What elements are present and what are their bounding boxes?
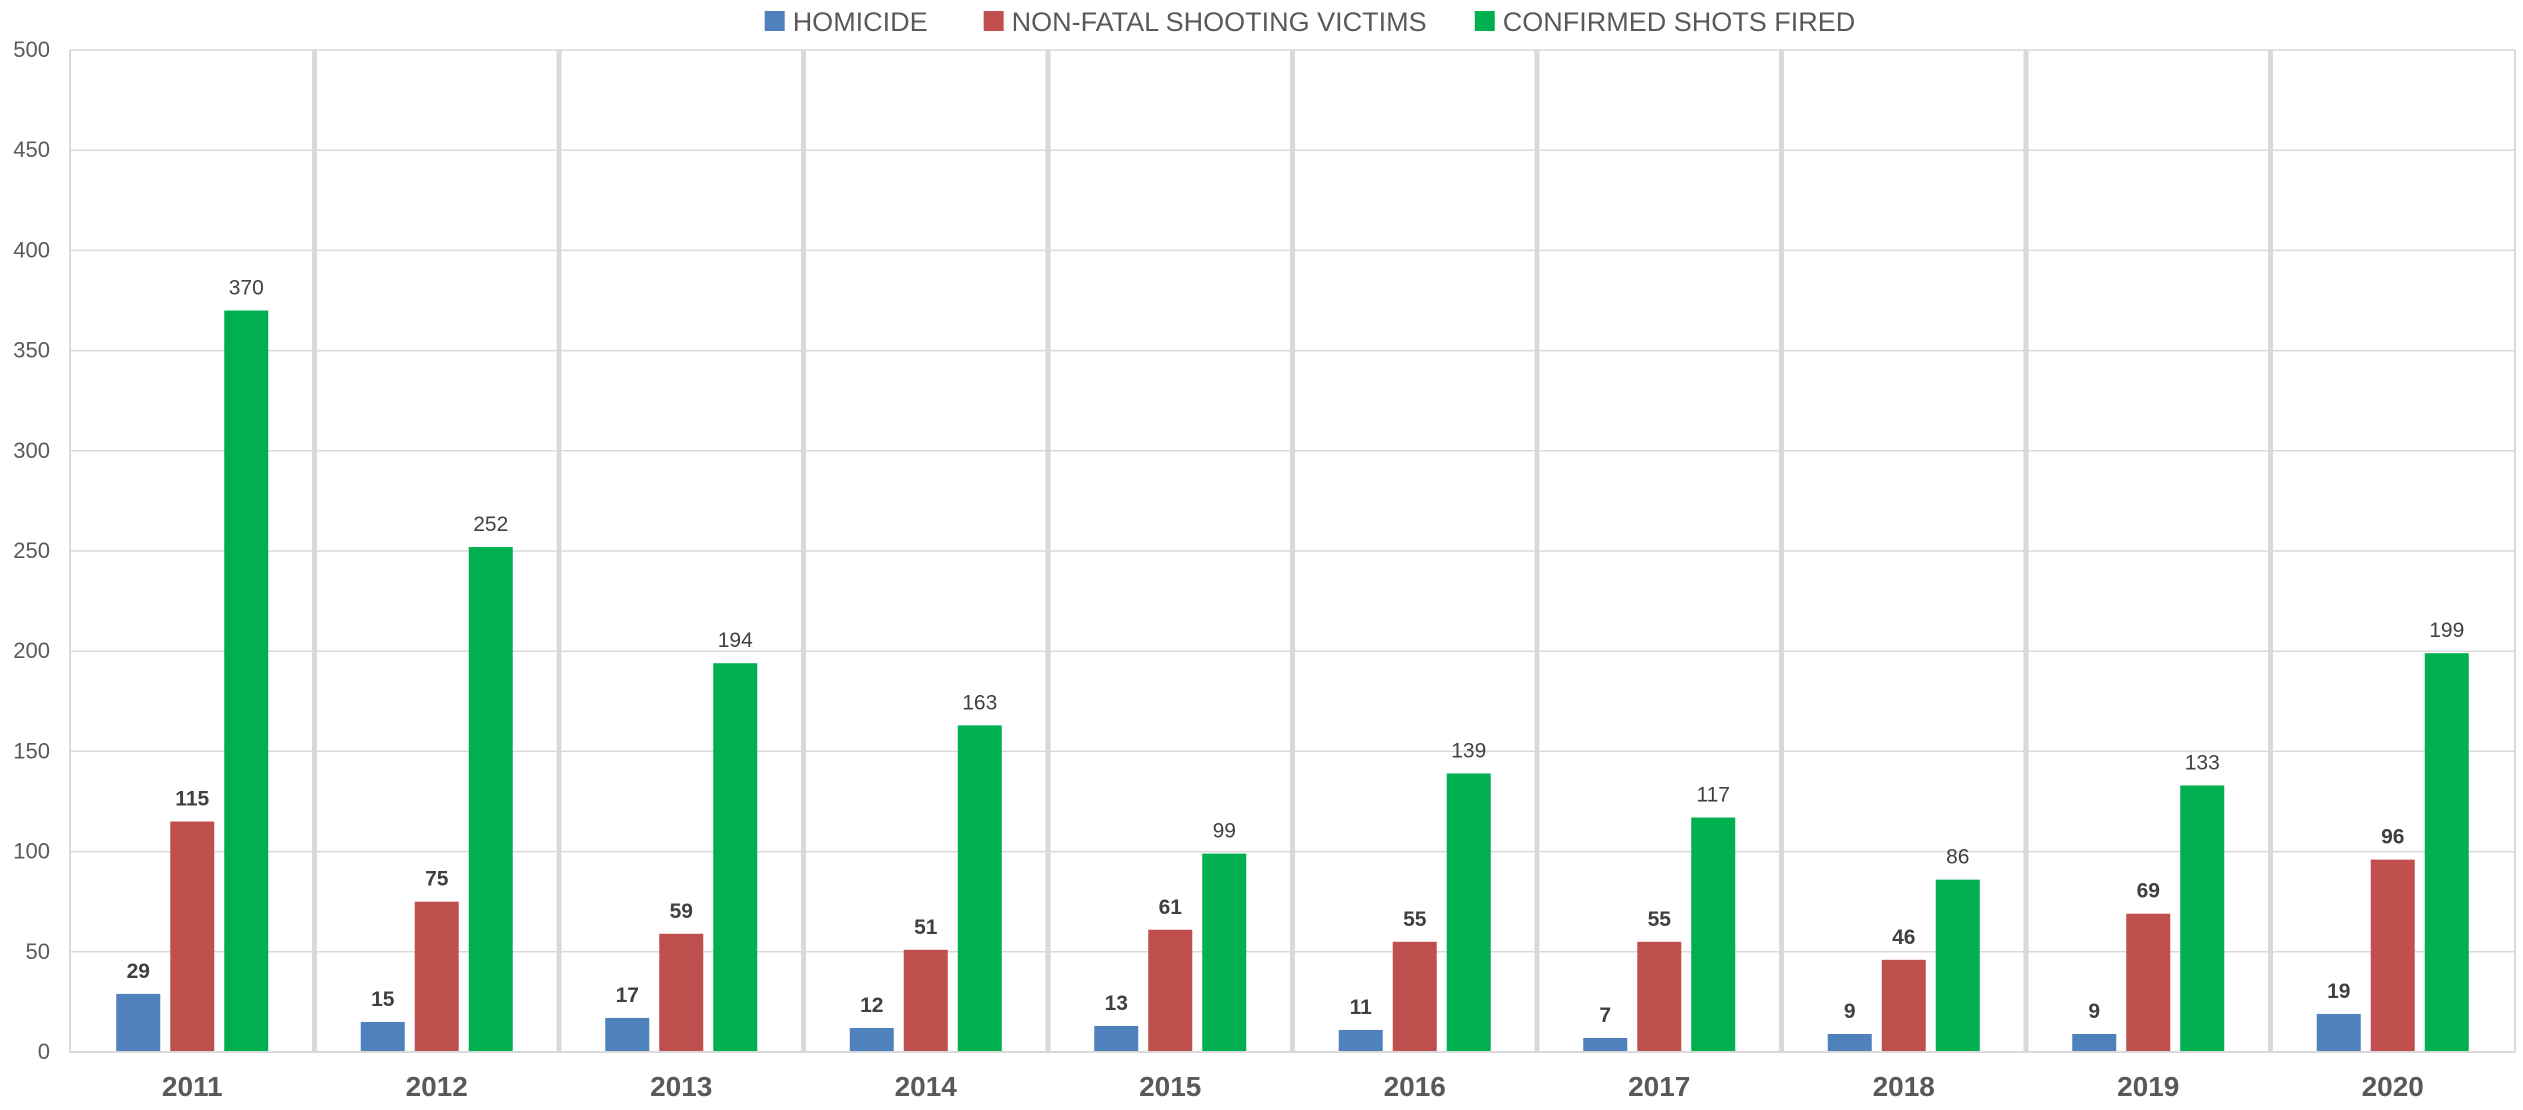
- bar-value-label: 17: [616, 984, 639, 1007]
- x-category-label: 2017: [1628, 1071, 1690, 1102]
- bar-value-label: 252: [473, 513, 508, 536]
- bar-value-label: 7: [1599, 1004, 1611, 1027]
- bar-value-label: 11: [1350, 996, 1373, 1019]
- bar-confirmed-shots-fired: [2180, 785, 2225, 1052]
- bar-homicide: [2072, 1033, 2117, 1052]
- y-tick-label: 400: [13, 237, 50, 262]
- bar-value-label: 9: [2088, 1000, 2100, 1023]
- y-tick-label: 300: [13, 438, 50, 463]
- bar-homicide: [1583, 1037, 1628, 1052]
- bar-value-label: 194: [718, 629, 753, 652]
- legend-swatch: [1474, 11, 1495, 31]
- x-category-label: 2016: [1384, 1071, 1446, 1102]
- axis-layer: 0 50 100 150 200 250 300 350 400 450 500 2011 2012 20…: [13, 37, 2515, 1102]
- bar-value-label: 139: [1451, 739, 1486, 762]
- y-tick-label: 250: [13, 538, 50, 563]
- x-category-label: 2015: [1139, 1071, 1201, 1102]
- legend-label: NON-FATAL SHOOTING VICTIMS: [1012, 7, 1427, 37]
- bar-homicide: [1094, 1025, 1139, 1052]
- legend-swatch: [983, 11, 1004, 31]
- bar-value-label: 29: [127, 960, 150, 983]
- bar-non-fatal-shooting-victims: [1148, 929, 1193, 1052]
- bar-value-label: 55: [1403, 908, 1427, 931]
- bar-non-fatal-shooting-victims: [2126, 913, 2171, 1052]
- legend-swatch: [764, 11, 785, 31]
- bar-value-label: 61: [1159, 896, 1183, 919]
- legend-label: HOMICIDE: [793, 7, 928, 37]
- bar-confirmed-shots-fired: [2424, 653, 2469, 1052]
- bar-confirmed-shots-fired: [1935, 879, 1980, 1052]
- bar-non-fatal-shooting-victims: [1392, 941, 1437, 1052]
- bar-non-fatal-shooting-victims: [414, 901, 459, 1052]
- bar-homicide: [360, 1021, 405, 1052]
- bar-homicide: [116, 993, 161, 1052]
- y-tick-label: 0: [38, 1039, 50, 1064]
- bar-value-label: 19: [2327, 980, 2350, 1003]
- bar-value-label: 117: [1697, 784, 1730, 807]
- y-tick-label: 100: [13, 839, 50, 864]
- bar-value-label: 99: [1213, 820, 1236, 843]
- bar-value-label: 46: [1892, 926, 1915, 949]
- x-category-label: 2020: [2362, 1071, 2424, 1102]
- bar-non-fatal-shooting-victims: [903, 949, 948, 1052]
- legend-label: CONFIRMED SHOTS FIRED: [1503, 7, 1856, 37]
- bar-value-label: 69: [2137, 880, 2160, 903]
- bar-homicide: [1827, 1033, 1872, 1052]
- bar-value-label: 55: [1648, 908, 1672, 931]
- bar-value-label: 86: [1946, 846, 1969, 869]
- bar-homicide: [849, 1027, 894, 1052]
- bar-value-label: 199: [2429, 619, 2464, 642]
- bar-value-label: 15: [371, 988, 395, 1011]
- bar-confirmed-shots-fired: [713, 663, 758, 1052]
- bar-confirmed-shots-fired: [957, 725, 1002, 1052]
- bar-value-label: 13: [1105, 992, 1128, 1015]
- y-tick-label: 450: [13, 137, 50, 162]
- bar-non-fatal-shooting-victims: [2370, 859, 2415, 1052]
- x-category-label: 2018: [1873, 1071, 1935, 1102]
- bar-non-fatal-shooting-victims: [170, 821, 215, 1052]
- bar-value-label: 96: [2381, 826, 2404, 849]
- y-tick-label: 200: [13, 638, 50, 663]
- bar-confirmed-shots-fired: [1446, 773, 1491, 1052]
- bar-homicide: [605, 1017, 650, 1052]
- bar-homicide: [2316, 1013, 2361, 1052]
- bar-confirmed-shots-fired: [224, 310, 269, 1052]
- y-tick-label: 350: [13, 338, 50, 363]
- bar-value-label: 59: [670, 900, 693, 923]
- bar-value-label: 133: [2185, 751, 2220, 774]
- bar-value-label: 51: [914, 916, 938, 939]
- bar-value-label: 9: [1844, 1000, 1856, 1023]
- bar-value-label: 115: [175, 788, 209, 811]
- bar-non-fatal-shooting-victims: [1881, 959, 1926, 1052]
- y-tick-label: 500: [13, 37, 50, 62]
- bar-non-fatal-shooting-victims: [659, 933, 704, 1052]
- labels-layer: 2911537015752521759194125116313619911551…: [127, 277, 2465, 1027]
- bar-value-label: 370: [229, 277, 264, 300]
- bar-confirmed-shots-fired: [1202, 853, 1247, 1052]
- y-tick-label: 50: [26, 939, 50, 964]
- x-category-label: 2013: [650, 1071, 712, 1102]
- bar-confirmed-shots-fired: [468, 546, 513, 1052]
- x-category-label: 2011: [162, 1071, 223, 1102]
- bar-value-label: 75: [425, 868, 449, 891]
- bar-homicide: [1338, 1029, 1383, 1052]
- bar-value-label: 163: [962, 691, 997, 714]
- bar-non-fatal-shooting-victims: [1637, 941, 1682, 1052]
- y-tick-label: 150: [13, 738, 50, 763]
- bar-value-label: 12: [860, 994, 883, 1017]
- legend-layer: HOMICIDE NON-FATAL SHOOTING VICTIMS CONFIR…: [764, 7, 1856, 37]
- x-category-label: 2012: [406, 1071, 468, 1102]
- x-category-label: 2019: [2117, 1071, 2179, 1102]
- bars-layer: [116, 310, 2469, 1052]
- x-category-label: 2014: [895, 1071, 958, 1102]
- bar-confirmed-shots-fired: [1691, 817, 1736, 1052]
